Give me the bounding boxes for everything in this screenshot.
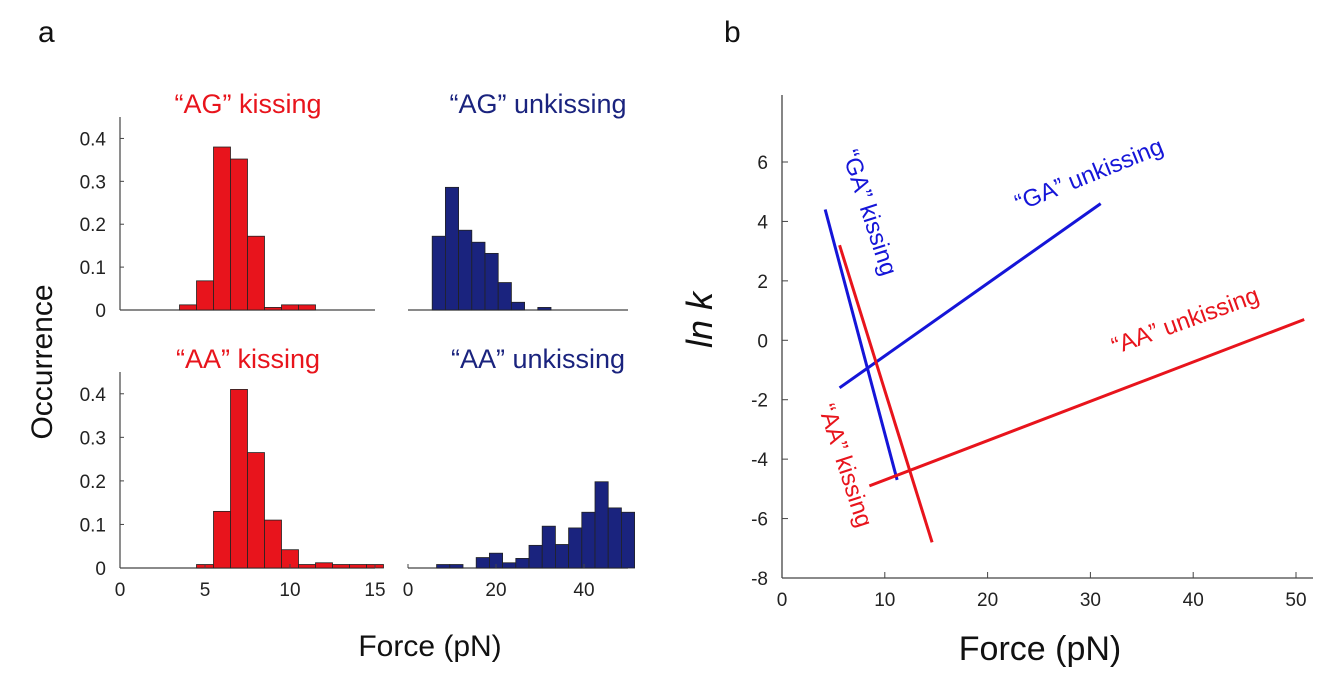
histogram-bar <box>510 301 525 311</box>
y-tick-label: 2 <box>757 272 768 293</box>
histogram-title: “AG” unkissing <box>449 89 626 119</box>
histogram-bar <box>315 562 333 569</box>
x-tick-label: 15 <box>364 580 385 601</box>
x-tick-label: 0 <box>115 580 126 601</box>
histogram-bar <box>475 557 490 569</box>
histogram-bar <box>230 389 248 569</box>
y-tick-label: -6 <box>751 510 768 531</box>
histogram-bar <box>444 186 459 311</box>
histogram-bar <box>502 562 517 569</box>
histogram-bar <box>281 304 299 311</box>
x-tick-label: 40 <box>573 580 594 601</box>
y-tick-label: 0 <box>95 301 106 322</box>
x-tick-label: 5 <box>200 580 211 601</box>
y-tick-label: 4 <box>757 212 768 233</box>
histogram-bar <box>349 564 367 569</box>
panel-b-letter: b <box>724 16 741 49</box>
x-tick-label: 50 <box>1285 590 1306 611</box>
x-tick-label: 40 <box>1183 590 1204 611</box>
panel-a-xlabel: Force (pN) <box>358 630 501 663</box>
histogram-bar <box>515 558 530 569</box>
y-tick-label: 0 <box>95 559 106 580</box>
x-tick-label: 10 <box>279 580 300 601</box>
histogram-bar <box>247 235 265 311</box>
series-label: “GA” unkissing <box>1011 133 1167 217</box>
y-tick-label: 0.3 <box>80 428 106 449</box>
histogram-bar <box>213 146 231 311</box>
histogram-bar <box>594 481 609 569</box>
histogram-bar <box>555 544 570 569</box>
histogram-bar <box>458 229 473 311</box>
histogram-bar <box>247 452 265 569</box>
histogram-bar <box>471 241 486 311</box>
histogram-bar <box>264 519 282 569</box>
y-tick-label: 0.3 <box>80 172 106 193</box>
series-label: “AA” unkissing <box>1108 282 1263 360</box>
series-line <box>838 202 1102 390</box>
y-tick-label: 0.2 <box>80 215 106 236</box>
y-tick-label: -2 <box>751 391 768 412</box>
line-plot-ln-k: -8 -6 -4 -2 0 2 4 6 0 10 20 30 40 50 “GA” kissing “GA” … <box>751 95 1313 611</box>
histogram-bar <box>528 544 543 569</box>
histogram-aa-kissing: “AA” kissing 0 0.1 0.2 0.3 0.4 0 5 10 15 <box>80 344 386 601</box>
series-label: “AA” kissing <box>813 401 878 531</box>
panel-a-letter: a <box>38 16 55 49</box>
y-tick-label: 0.1 <box>80 258 106 279</box>
histogram-ag-kissing: “AG” kissing 0 0.1 0.2 0.3 0.4 <box>80 89 375 322</box>
histogram-title: “AA” kissing <box>176 344 320 374</box>
x-tick-label: 20 <box>977 590 998 611</box>
panel-b-xlabel: Force (pN) <box>959 630 1121 668</box>
series-line <box>868 318 1305 488</box>
histogram-bar <box>298 304 316 311</box>
x-tick-label: 0 <box>777 590 788 611</box>
histogram-bar <box>431 235 446 311</box>
y-tick-label: 0 <box>757 331 768 352</box>
histogram-bar <box>568 527 583 569</box>
series-label: “GA” kissing <box>836 146 902 279</box>
histogram-aa-unkissing: “AA” unkissing 0 20 40 <box>403 344 636 601</box>
histogram-bar <box>484 252 499 311</box>
x-tick-label: 30 <box>1080 590 1101 611</box>
y-tick-label: 6 <box>757 153 768 174</box>
histogram-bar <box>537 307 552 311</box>
histogram-bar <box>581 511 596 569</box>
y-tick-label: -8 <box>751 569 768 590</box>
x-tick-label: 10 <box>874 590 895 611</box>
panel-a-ylabel: Occurrence <box>26 284 59 439</box>
histogram-ag-unkissing: “AG” unkissing <box>408 89 628 311</box>
histogram-bar <box>449 564 464 569</box>
histogram-bar <box>436 564 451 569</box>
histogram-bar <box>332 564 350 569</box>
histogram-title: “AG” kissing <box>174 89 321 119</box>
histogram-bar <box>607 507 622 569</box>
histogram-bar <box>230 158 248 311</box>
histogram-title: “AA” unkissing <box>451 344 625 374</box>
y-tick-label: 0.4 <box>80 129 107 150</box>
y-tick-label: 0.1 <box>80 515 106 536</box>
histogram-bar <box>264 307 282 311</box>
y-tick-label: 0.2 <box>80 472 106 493</box>
series-line <box>823 209 899 481</box>
histogram-bar <box>213 510 231 569</box>
x-tick-label: 20 <box>485 580 506 601</box>
series-line <box>838 244 934 543</box>
histogram-bar <box>621 511 636 569</box>
histogram-bar <box>497 282 512 311</box>
histogram-bar <box>298 564 316 569</box>
histogram-bar <box>541 525 556 569</box>
x-tick-label: 0 <box>403 580 414 601</box>
histogram-bar <box>196 280 214 311</box>
y-tick-label: -4 <box>751 450 768 471</box>
y-tick-label: 0.4 <box>80 385 107 406</box>
panel-b-ylabel: ln k <box>679 290 720 348</box>
histogram-bar <box>179 304 197 311</box>
